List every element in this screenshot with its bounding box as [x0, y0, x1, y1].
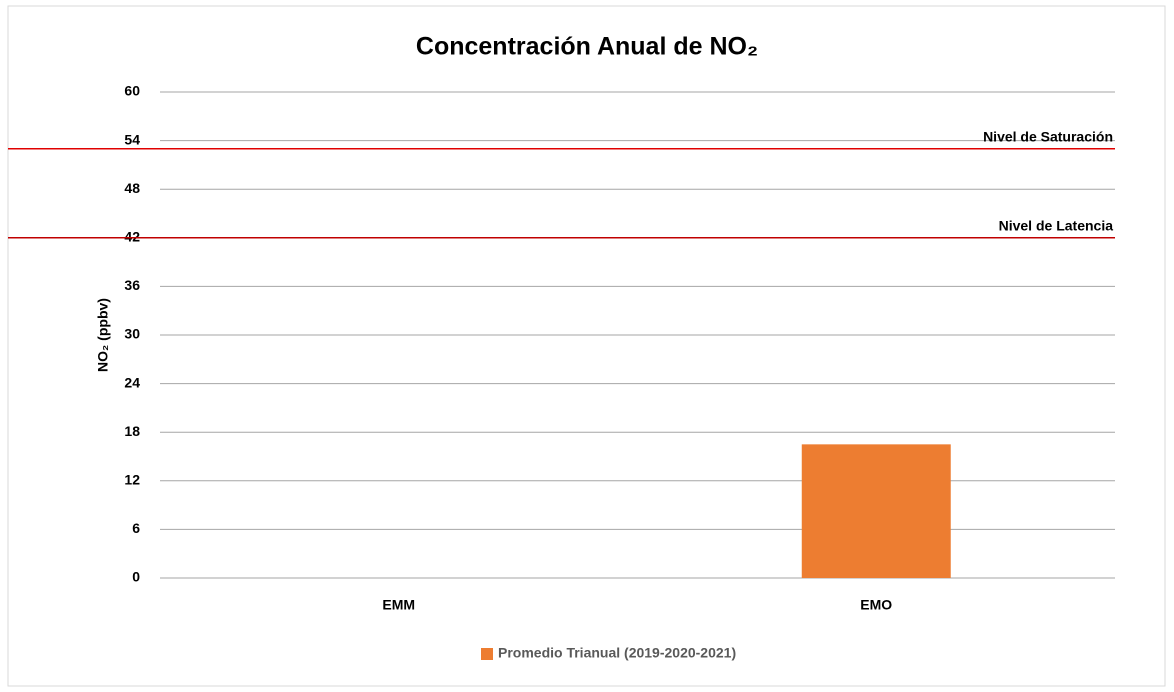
y-tick-label: 36 [124, 277, 140, 293]
y-tick-label: 60 [124, 83, 140, 99]
y-tick-label: 24 [124, 374, 140, 390]
y-tick-label: 0 [132, 569, 140, 585]
x-tick-label: EMO [860, 597, 892, 613]
y-tick-label: 48 [124, 180, 140, 196]
legend-label: Promedio Trianual (2019-2020-2021) [498, 645, 736, 661]
y-tick-label: 42 [124, 229, 140, 245]
y-tick-label: 18 [124, 423, 140, 439]
x-tick-label: EMM [382, 597, 415, 613]
y-tick-label: 12 [124, 472, 140, 488]
reference-label: Nivel de Latencia [999, 218, 1114, 234]
y-tick-label: 6 [132, 520, 140, 536]
y-axis-label: NO₂ (ppbv) [95, 298, 111, 372]
chart-title: Concentración Anual de NO₂ [416, 33, 758, 61]
reference-label: Nivel de Saturación [983, 128, 1113, 144]
y-tick-label: 54 [124, 131, 140, 147]
y-tick-label: 30 [124, 326, 140, 342]
legend-swatch [481, 648, 493, 660]
chart-frame [7, 5, 1166, 687]
bar [801, 444, 951, 578]
